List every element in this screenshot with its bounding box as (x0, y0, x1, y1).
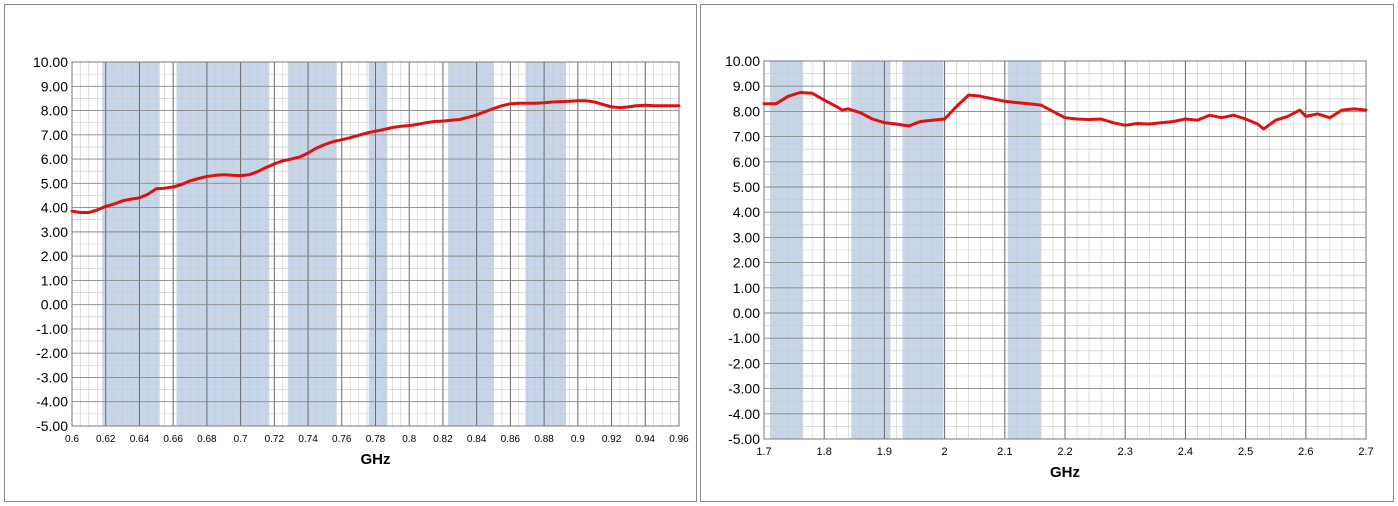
x-tick-label: 0.66 (163, 434, 183, 445)
y-tick-label: 7.00 (733, 129, 760, 145)
x-tick-label: 0.84 (467, 434, 487, 445)
x-tick-label: 0.92 (602, 434, 622, 445)
x-tick-label: 2.6 (1298, 446, 1313, 458)
chart-panel-left: 10.00 9.00 8.00 7.00 6.00 5.00 4.00 3.00 2.00 1.0… (4, 4, 697, 502)
y-tick-label: 4.00 (733, 204, 760, 220)
series-line-0 (762, 91, 1368, 131)
y-tick-label: 9.00 (733, 78, 760, 94)
y-tick-label: 8.00 (733, 103, 760, 119)
chart-right-svg: 10.00 9.00 8.00 7.00 6.00 5.00 4.00 3.00 2.00 1.0… (725, 53, 1374, 481)
y-tick-label: 6.00 (41, 151, 68, 167)
y-tick-label: -4.00 (36, 394, 68, 410)
x-tick-label: 0.78 (366, 434, 386, 445)
x-tick-label: 2.4 (1178, 446, 1193, 458)
y-tick-label: -2.00 (728, 355, 760, 371)
x-tick-label: 0.7 (234, 434, 248, 445)
x-tick-label: 0.64 (130, 434, 150, 445)
y-tick-label: 1.00 (733, 280, 760, 296)
y-tick-label: 7.00 (41, 127, 68, 143)
x-axis-title: GHz (361, 451, 391, 468)
x-tick-label: 0.82 (433, 434, 453, 445)
x-tick-label: 0.68 (197, 434, 217, 445)
x-tick-label: 0.8 (402, 434, 416, 445)
x-tick-label: 0.86 (501, 434, 521, 445)
y-tick-label: -3.00 (728, 381, 760, 397)
y-tick-label: 3.00 (733, 229, 760, 245)
x-tick-label: 0.9 (571, 434, 585, 445)
y-tick-label: 4.00 (41, 200, 68, 216)
x-tick-label: 0.6 (65, 434, 79, 445)
y-tick-label: 1.00 (41, 272, 68, 288)
y-tick-label: 3.00 (41, 224, 68, 240)
y-tick-label: 8.00 (41, 103, 68, 119)
plot-area-border (763, 60, 1367, 440)
x-tick-label: 2.1 (997, 446, 1012, 458)
x-tick-label: 0.62 (96, 434, 116, 445)
x-tick-label: 2.3 (1118, 446, 1133, 458)
x-tick-label: 0.76 (332, 434, 352, 445)
y-tick-label: 5.00 (41, 175, 68, 191)
x-tick-label: 2 (942, 446, 948, 458)
x-tick-label: 1.8 (817, 446, 832, 458)
y-tick-label: -2.00 (36, 345, 68, 361)
y-tick-label: -5.00 (728, 431, 760, 447)
x-tick-label: 0.88 (534, 434, 554, 445)
y-tick-label: -4.00 (728, 406, 760, 422)
x-tick-label: 2.2 (1057, 446, 1072, 458)
y-tick-label: 0.00 (733, 305, 760, 321)
plot-area-border (71, 61, 680, 427)
x-axis-title: GHz (1050, 464, 1080, 481)
chart-left-svg: 10.00 9.00 8.00 7.00 6.00 5.00 4.00 3.00 2.00 1.0… (33, 54, 689, 468)
y-tick-label: 0.00 (41, 297, 68, 313)
x-tick-label: 0.72 (265, 434, 285, 445)
x-tick-label: 1.7 (756, 446, 771, 458)
x-tick-label: 1.9 (877, 446, 892, 458)
y-tick-label: 6.00 (733, 154, 760, 170)
y-tick-label: -5.00 (36, 418, 68, 434)
x-tick-label: 2.5 (1238, 446, 1253, 458)
y-tick-label: -3.00 (36, 369, 68, 385)
y-tick-label: 10.00 (725, 53, 760, 69)
y-tick-label: 10.00 (33, 54, 68, 70)
y-tick-label: 2.00 (41, 248, 68, 264)
y-tick-label: 9.00 (41, 78, 68, 94)
y-tick-label: -1.00 (728, 330, 760, 346)
y-tick-label: 5.00 (733, 179, 760, 195)
x-tick-label: 0.74 (298, 434, 318, 445)
series-line-0 (70, 99, 681, 214)
chart-panel-right: 10.00 9.00 8.00 7.00 6.00 5.00 4.00 3.00 2.00 1.0… (700, 4, 1394, 502)
x-tick-label: 0.96 (669, 434, 689, 445)
x-tick-label: 2.7 (1358, 446, 1373, 458)
y-tick-label: 2.00 (733, 255, 760, 271)
y-tick-label: -1.00 (36, 321, 68, 337)
x-tick-label: 0.94 (636, 434, 656, 445)
